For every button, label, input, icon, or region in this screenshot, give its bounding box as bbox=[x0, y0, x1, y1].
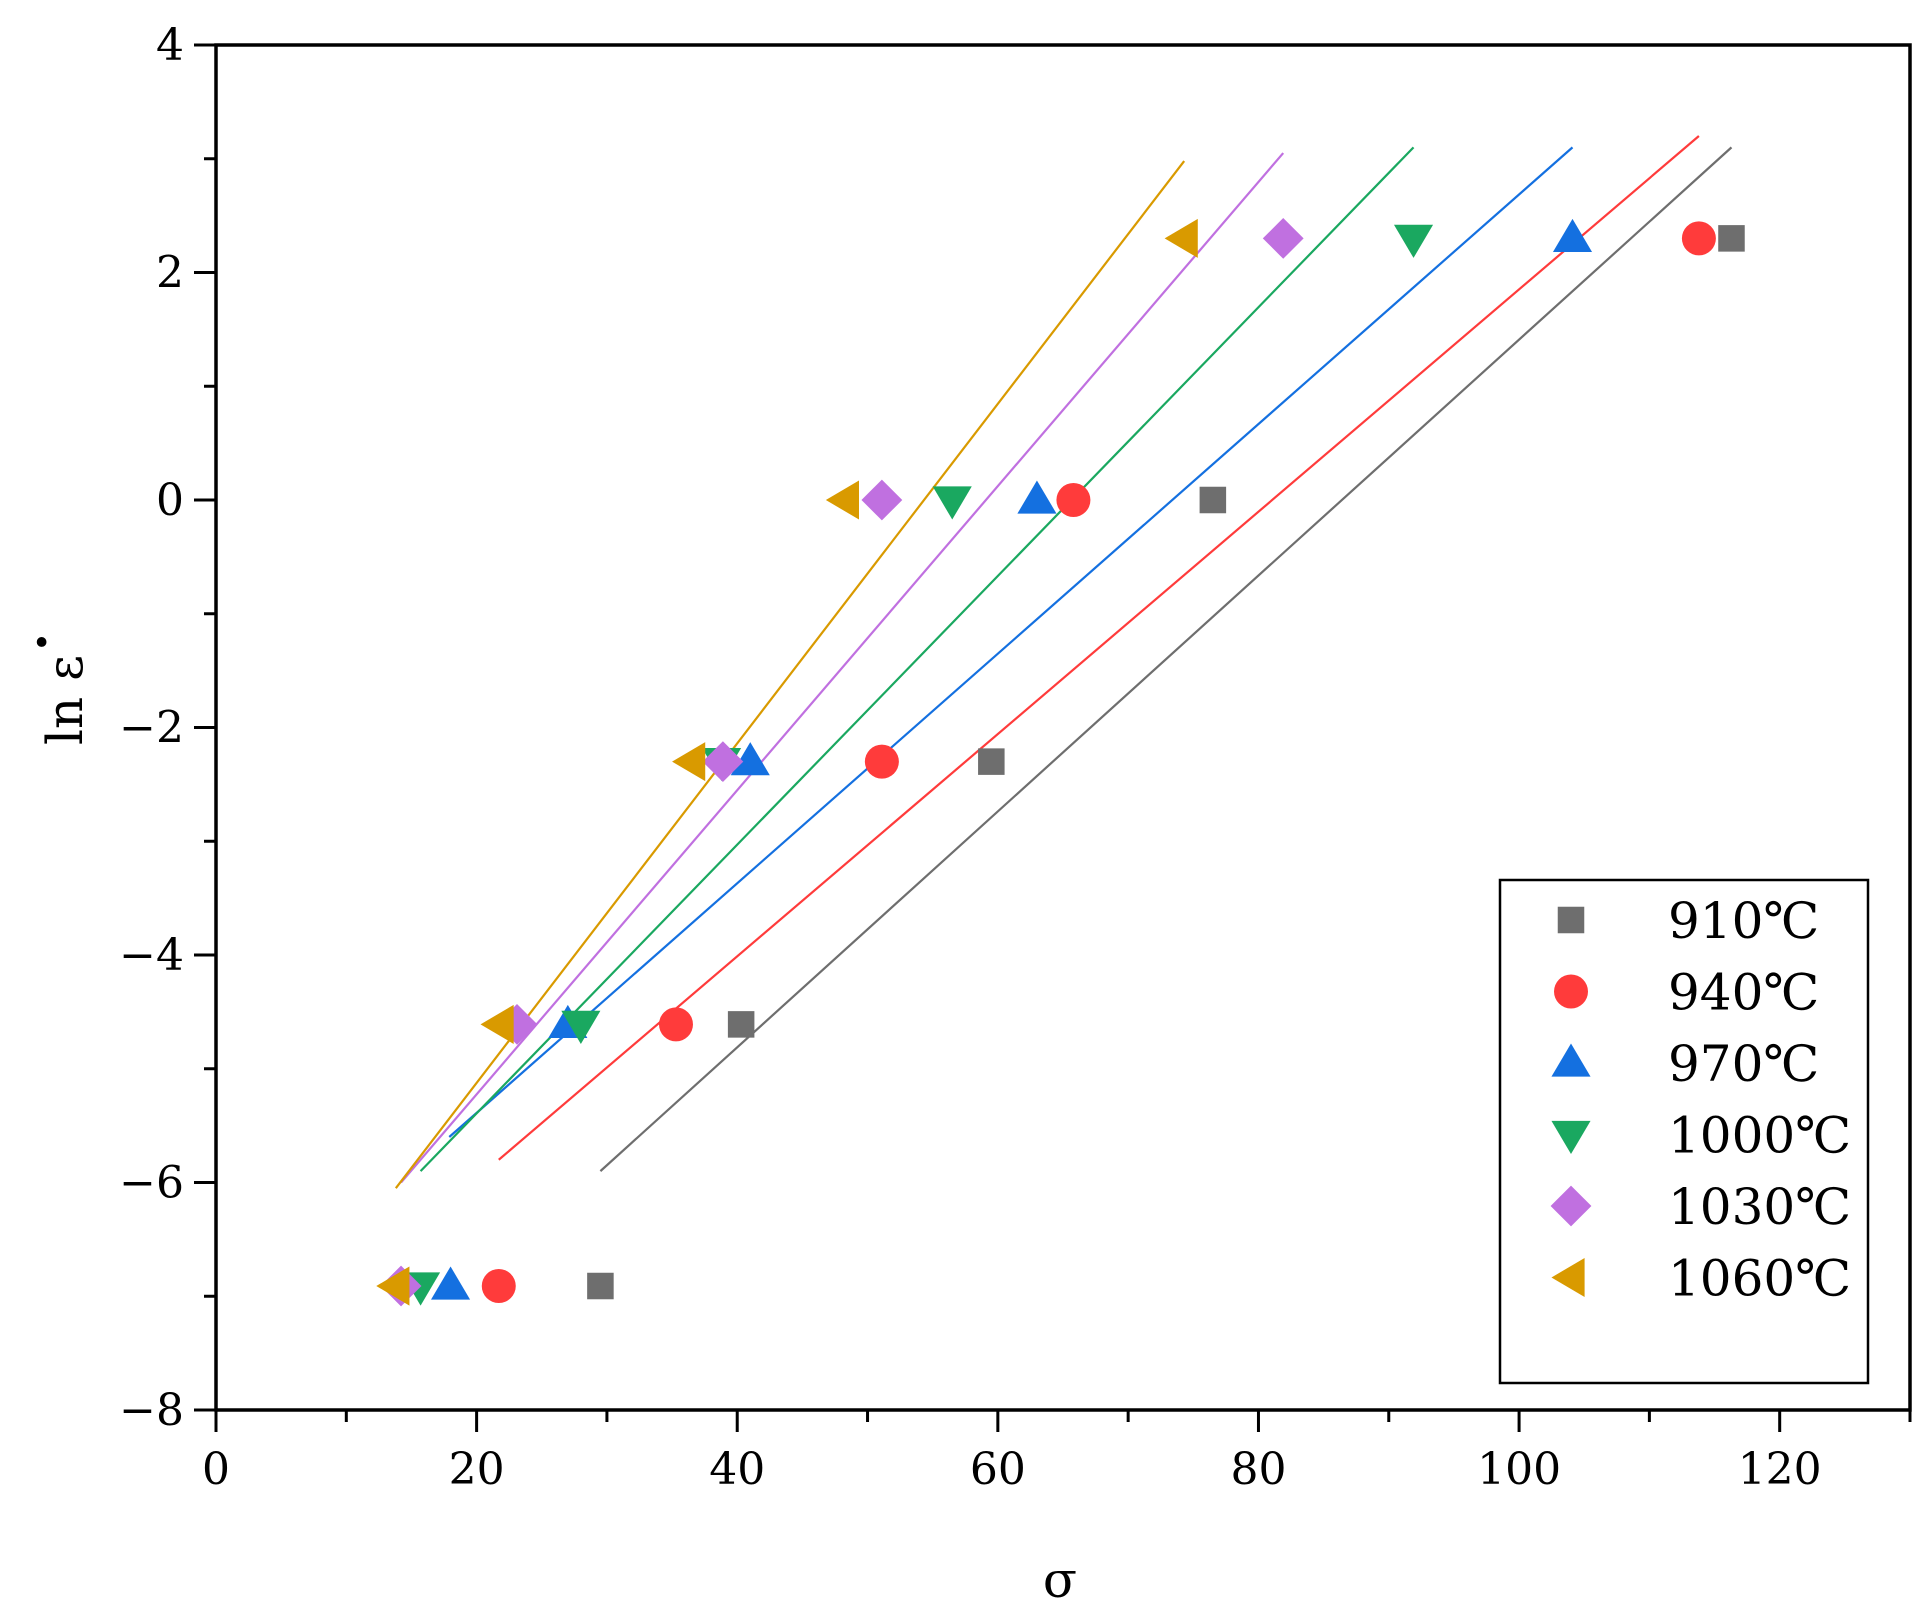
data-point-series-2 bbox=[431, 1266, 471, 1300]
y-tick-label: 2 bbox=[156, 248, 184, 299]
data-point-series-0 bbox=[587, 1272, 614, 1300]
data-point-series-2 bbox=[1017, 480, 1057, 514]
data-point-series-4 bbox=[1262, 217, 1304, 259]
data-point-series-4 bbox=[702, 741, 744, 783]
legend-marker-series-2 bbox=[1551, 1043, 1591, 1077]
x-tick-label: 120 bbox=[1738, 1444, 1822, 1495]
legend-label-series-1: 940℃ bbox=[1668, 964, 1819, 1022]
y-tick-label: −4 bbox=[119, 930, 184, 981]
data-point-series-3 bbox=[1393, 224, 1434, 258]
fit-lines bbox=[394, 135, 1733, 1189]
data-point-series-0 bbox=[727, 1011, 755, 1038]
data-point-series-5 bbox=[1164, 218, 1198, 258]
data-point-series-1 bbox=[481, 1269, 516, 1304]
data-point-series-3 bbox=[932, 486, 972, 520]
data-point-series-5 bbox=[376, 1266, 410, 1306]
data-point-series-1 bbox=[1681, 221, 1716, 256]
x-tick-label: 40 bbox=[709, 1444, 765, 1495]
x-tick-label: 20 bbox=[449, 1444, 505, 1495]
fit-line-series-4 bbox=[400, 152, 1285, 1184]
legend-label-series-4: 1030℃ bbox=[1668, 1178, 1851, 1236]
legend-marker-series-4 bbox=[1550, 1185, 1592, 1227]
legend-marker-series-0 bbox=[1557, 906, 1585, 934]
legend-marker-series-5 bbox=[1551, 1257, 1585, 1298]
data-point-series-0 bbox=[978, 748, 1005, 775]
data-point-series-1 bbox=[658, 1007, 693, 1042]
fit-line-series-1 bbox=[498, 135, 1700, 1161]
y-axis-title-dot: • bbox=[23, 632, 63, 652]
y-tick-label: 4 bbox=[156, 20, 184, 71]
y-tick-label: 0 bbox=[156, 475, 184, 526]
data-point-series-0 bbox=[1199, 486, 1227, 514]
legend-marker-series-3 bbox=[1551, 1120, 1591, 1155]
y-tick-label: −6 bbox=[119, 1158, 184, 1209]
legend-label-series-3: 1000℃ bbox=[1668, 1107, 1851, 1165]
y-tick-label: −2 bbox=[119, 703, 184, 754]
data-point-series-5 bbox=[480, 1004, 514, 1044]
legend-label-series-5: 1060℃ bbox=[1668, 1250, 1851, 1308]
y-axis-title-text: ln ε bbox=[36, 655, 94, 745]
data-markers bbox=[376, 217, 1745, 1307]
data-point-series-5 bbox=[825, 480, 859, 520]
legend-marker-series-1 bbox=[1554, 974, 1588, 1009]
data-point-series-2 bbox=[1552, 218, 1593, 252]
legend-label-series-2: 970℃ bbox=[1668, 1035, 1819, 1093]
legend: 910℃ 940℃ 970℃ 1000℃ 1030℃ 1060℃ bbox=[1498, 878, 1870, 1385]
data-point-series-1 bbox=[1056, 483, 1091, 517]
fit-line-series-2 bbox=[448, 146, 1574, 1138]
data-point-series-3 bbox=[561, 1010, 601, 1044]
y-tick-label: −8 bbox=[119, 1385, 184, 1436]
legend-label-series-0: 910℃ bbox=[1668, 892, 1819, 950]
x-tick-label: 60 bbox=[970, 1444, 1026, 1495]
x-tick-label: 100 bbox=[1477, 1444, 1561, 1495]
fit-line-series-3 bbox=[419, 146, 1415, 1172]
x-axis-title: σ bbox=[1043, 1551, 1077, 1609]
x-tick-label: 0 bbox=[202, 1444, 230, 1495]
fit-line-series-0 bbox=[599, 146, 1733, 1172]
data-point-series-0 bbox=[1718, 225, 1745, 252]
data-point-series-4 bbox=[861, 479, 903, 521]
y-axis-title: ln ε • bbox=[23, 632, 94, 745]
data-point-series-1 bbox=[864, 744, 899, 779]
data-point-series-2 bbox=[730, 742, 770, 776]
data-point-series-5 bbox=[672, 742, 706, 782]
x-tick-label: 80 bbox=[1230, 1444, 1286, 1495]
